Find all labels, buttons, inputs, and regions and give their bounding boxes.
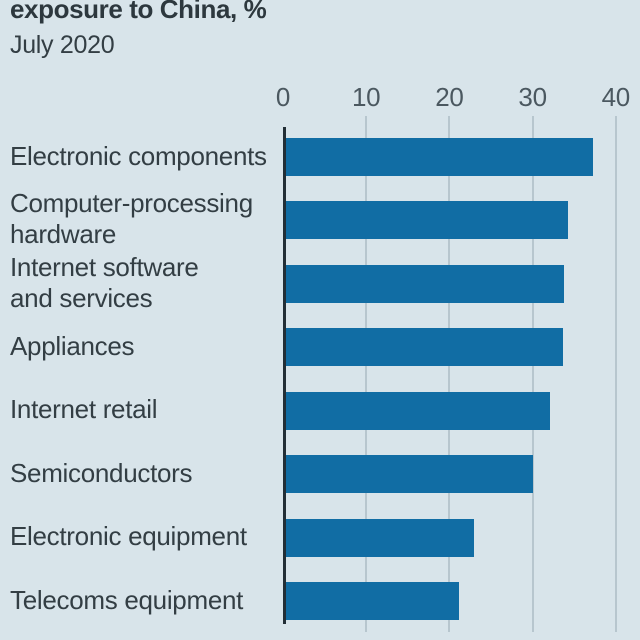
bar-category-label: Electronic equipment [10,521,247,551]
gridline [365,116,368,632]
bar [286,265,564,303]
gridline [531,116,534,632]
bar-category-label: Appliances [10,331,135,361]
bar-category-label: Semiconductors [10,458,193,488]
bar-category-label: Internet software and services [10,252,199,313]
x-axis-tick-label: 40 [601,82,631,112]
bar [286,201,568,239]
gridline [614,116,617,632]
bar-category-label: Telecoms equipment [10,585,244,615]
bar [286,582,459,620]
bar [286,455,533,493]
bar [286,328,563,366]
bar-category-label: Electronic components [10,141,267,171]
chart-subtitle: July 2020 [10,31,115,59]
bar-category-label: Computer-processing hardware [10,188,253,249]
bar [286,138,593,176]
gridline [448,116,451,632]
x-axis-tick-label: 20 [435,82,464,112]
bar-category-label: Internet retail [10,394,158,424]
x-axis-tick-label: 30 [518,82,547,112]
bar [286,392,550,430]
zero-axis-line [283,127,286,624]
bar [286,519,474,557]
chart-title: exposure to China, % [10,0,267,24]
x-axis-tick-label: 0 [275,82,291,112]
x-axis-tick-label: 10 [352,82,381,112]
